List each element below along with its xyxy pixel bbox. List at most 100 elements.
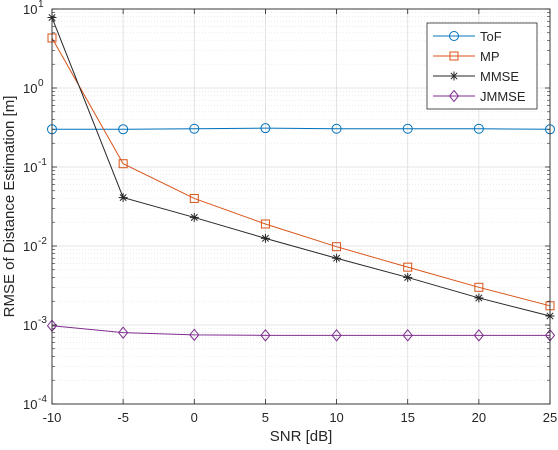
data-point-jmmse — [117, 326, 129, 339]
data-point-jmmse — [189, 328, 200, 342]
series-line-mmse — [51, 17, 551, 317]
x-tick-label: 10 — [329, 410, 343, 425]
y-tick-base: 10 — [23, 81, 37, 96]
x-axis-label: SNR [dB] — [270, 428, 333, 445]
marker-asterisk-stroke — [450, 72, 458, 80]
data-point-mp — [118, 159, 128, 169]
data-point-jmmse — [473, 329, 485, 342]
y-tick-exponent: 1 — [38, 0, 44, 10]
data-point-mmse — [474, 293, 484, 303]
y-tick-exponent: -3 — [38, 315, 47, 326]
data-point-tof — [118, 124, 129, 135]
marker-circle — [402, 123, 413, 134]
data-point-jmmse — [402, 329, 413, 342]
x-tick-label: 25 — [543, 410, 557, 425]
marker-diamond — [260, 329, 271, 342]
legend-marker-tof — [449, 31, 459, 41]
x-tick-label: 20 — [472, 410, 486, 425]
marker-asterisk-stroke — [190, 213, 198, 221]
legend-box — [426, 22, 538, 110]
data-point-tof — [260, 123, 271, 134]
marker-square — [118, 159, 128, 169]
marker-diamond — [473, 329, 485, 342]
marker-square — [260, 219, 270, 229]
data-point-mp — [403, 262, 413, 272]
series-line-mp — [51, 37, 551, 307]
marker-circle — [449, 31, 459, 41]
plot-box — [51, 8, 551, 405]
marker-asterisk-stroke — [475, 294, 483, 302]
y-tick-label: 10 -2 — [23, 236, 47, 254]
data-point-mmse — [260, 233, 270, 243]
marker-circle — [118, 124, 129, 135]
y-tick-base: 10 — [23, 397, 37, 412]
legend-entry-mp: MP — [433, 49, 500, 64]
data-point-mmse — [118, 193, 128, 203]
data-point-mmse — [332, 253, 342, 263]
y-tick-base: 10 — [23, 2, 37, 17]
x-tick-label: 0 — [191, 410, 198, 425]
series-mmse — [47, 13, 555, 321]
marker-circle — [473, 123, 484, 134]
x-tick-label: 5 — [262, 410, 269, 425]
legend-label-jmmse: JMMSE — [480, 89, 526, 104]
data-point-mmse — [403, 272, 413, 282]
marker-square — [332, 242, 342, 252]
marker-circle — [189, 123, 200, 134]
data-point-tof — [473, 123, 484, 134]
y-tick-label: 10 -3 — [23, 315, 47, 333]
legend-entry-jmmse: JMMSE — [433, 89, 526, 104]
marker-asterisk-stroke — [333, 254, 341, 262]
x-tick-label: -10 — [43, 410, 62, 425]
legend-marker-mmse — [449, 71, 459, 81]
legend: ToF MP MMSE JMMSE — [426, 22, 538, 110]
x-tick-label: -5 — [117, 410, 129, 425]
y-axis-label: RMSE of Distance Estimation [m] — [1, 96, 18, 318]
marker-circle — [331, 123, 342, 134]
legend-entry-tof: ToF — [433, 29, 502, 44]
data-point-mmse — [189, 212, 199, 222]
data-point-tof — [331, 123, 342, 134]
series-jmmse — [46, 319, 556, 342]
y-tick-base: 10 — [23, 318, 37, 333]
axes — [51, 8, 551, 405]
data-point-mp — [474, 282, 484, 292]
y-tick-label: 10 1 — [23, 0, 44, 17]
marker-asterisk-stroke — [119, 194, 127, 202]
data-point-jmmse — [260, 329, 271, 342]
x-tick-label: 15 — [400, 410, 414, 425]
marker-square — [189, 193, 199, 203]
data-point-mp — [189, 193, 199, 203]
y-tick-exponent: -1 — [38, 157, 47, 168]
y-tick-base: 10 — [23, 239, 37, 254]
y-tick-exponent: -4 — [38, 394, 47, 405]
data-point-mp — [332, 242, 342, 252]
y-tick-base: 10 — [23, 160, 37, 175]
legend-marker-mp — [449, 51, 459, 61]
data-point-tof — [402, 123, 413, 134]
y-tick-label: 10 -1 — [23, 157, 47, 175]
y-tick-label: 10 0 — [23, 78, 44, 96]
marker-square — [449, 51, 459, 61]
series-line-tof — [52, 127, 551, 130]
marker-square — [403, 262, 413, 272]
y-tick-label: 10 -4 — [23, 394, 47, 412]
marker-diamond — [189, 328, 200, 342]
marker-square — [474, 282, 484, 292]
legend-label-mp: MP — [480, 49, 500, 64]
data-point-jmmse — [331, 329, 342, 342]
data-point-tof — [189, 123, 200, 134]
data-point-mp — [260, 219, 270, 229]
marker-diamond — [331, 329, 342, 342]
legend-label-tof: ToF — [480, 29, 502, 44]
marker-asterisk-stroke — [404, 273, 412, 281]
marker-diamond — [448, 89, 460, 103]
marker-diamond — [402, 329, 413, 342]
legend-label-mmse: MMSE — [480, 69, 519, 84]
marker-asterisk-stroke — [261, 234, 269, 242]
series-tof — [47, 123, 555, 135]
marker-diamond — [117, 326, 129, 339]
y-tick-exponent: 0 — [38, 78, 44, 89]
